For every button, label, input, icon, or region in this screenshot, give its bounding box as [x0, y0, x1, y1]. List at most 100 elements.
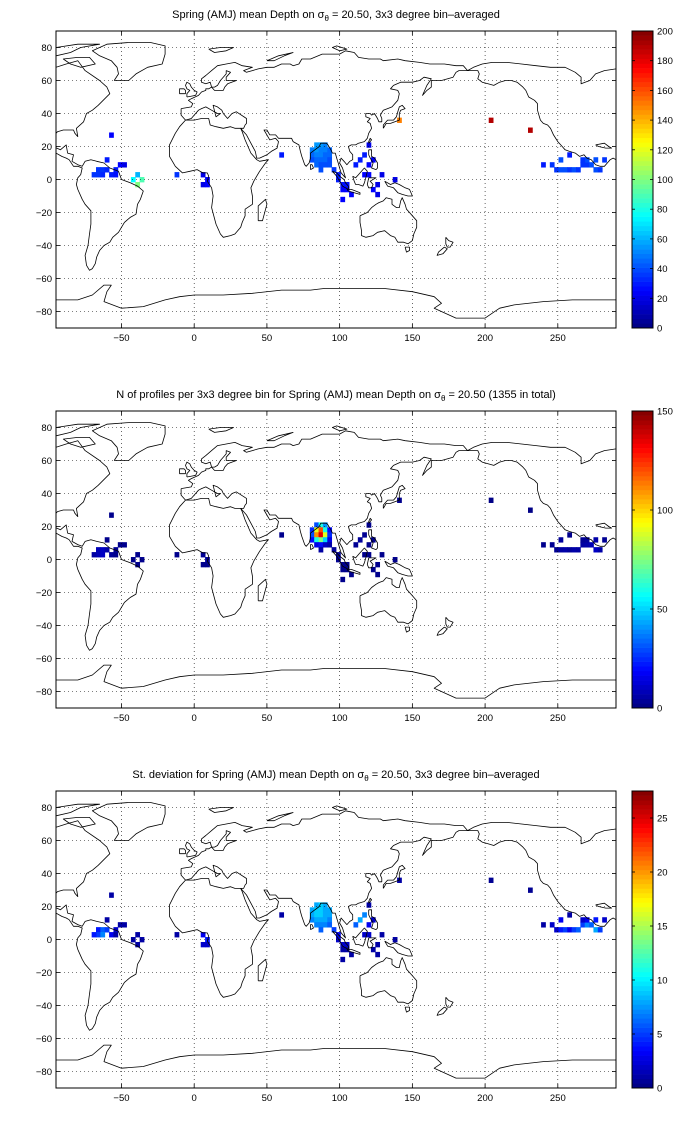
data-bin	[314, 157, 319, 163]
colorbar-step	[632, 434, 653, 440]
coastline	[368, 137, 372, 144]
data-bin	[135, 561, 141, 568]
coastline	[257, 578, 268, 602]
colorbar-step	[632, 545, 653, 551]
data-bin	[580, 542, 586, 548]
coastline	[56, 803, 100, 817]
colorbar-step	[632, 142, 653, 148]
data-bin	[558, 167, 564, 173]
colorbar-step	[632, 249, 653, 255]
colorbar-step	[632, 424, 653, 430]
data-bin	[322, 907, 328, 913]
colorbar-step	[632, 596, 653, 602]
colorbar-step	[632, 272, 653, 278]
data-bin	[96, 552, 101, 558]
coastline	[169, 878, 269, 998]
data-bin	[375, 181, 381, 188]
title-text-main: N of profiles per 3x3 degree bin for Spr…	[116, 389, 441, 401]
colorbar-tick-label: 0	[657, 704, 662, 715]
data-bin	[576, 547, 581, 553]
data-bin	[580, 162, 586, 168]
data-bin	[327, 922, 333, 928]
data-bin	[327, 532, 333, 538]
x-tick-label: 0	[192, 1093, 197, 1104]
colorbar-step	[632, 1023, 653, 1028]
colorbar-step	[632, 851, 653, 857]
plot-area	[56, 411, 616, 708]
colorbar-step	[632, 105, 653, 111]
data-bins	[91, 497, 607, 583]
coastline	[185, 461, 198, 478]
colorbar-step	[632, 587, 653, 593]
panel-title: St. deviation for Spring (AMJ) mean Dept…	[132, 769, 539, 783]
y-tick-label: 40	[41, 109, 52, 120]
data-bin	[318, 522, 324, 528]
y-tick-label: 40	[41, 869, 52, 880]
colorbar-step	[632, 137, 653, 143]
data-bin	[597, 547, 603, 553]
data-bin	[91, 552, 97, 558]
colorbar-step	[632, 513, 653, 519]
colorbar-tick-label: 200	[657, 27, 673, 38]
colorbar-frame	[631, 790, 654, 1089]
tick-labels: −50 0 50 100 150 200 250 −80 −60 −40 −20 0 20 40 60 80	[36, 803, 566, 1104]
data-bin	[104, 157, 110, 163]
data-bin	[314, 912, 319, 918]
coastlines	[56, 802, 616, 1079]
coastline	[352, 927, 368, 947]
colorbar-step	[632, 944, 653, 950]
title-subscript: θ	[324, 14, 329, 23]
colorbar-tick-label: 20	[657, 294, 668, 305]
colorbar-tick-label: 150	[657, 407, 673, 418]
data-bin	[580, 157, 586, 163]
data-bin	[322, 532, 328, 538]
data-bin	[309, 152, 315, 158]
colorbar-step	[632, 188, 653, 194]
x-tick-label: 200	[477, 713, 493, 724]
data-bin	[135, 552, 141, 558]
coastline	[211, 70, 237, 91]
coastline	[404, 626, 410, 633]
x-tick-label: −50	[113, 333, 129, 344]
data-bin	[567, 912, 573, 918]
colorbar-step	[632, 897, 653, 903]
colorbar-step	[632, 976, 653, 982]
coastline	[56, 820, 144, 1031]
data-bin	[314, 162, 319, 168]
data-bin	[349, 951, 354, 958]
y-tick-label: −80	[36, 307, 52, 318]
data-bin	[580, 537, 586, 543]
colorbar-step	[632, 263, 653, 268]
colorbar-step	[632, 448, 653, 454]
colorbar-step	[632, 475, 653, 481]
data-bin	[567, 927, 573, 933]
data-bin	[200, 552, 206, 558]
y-tick-label: 80	[41, 43, 52, 54]
data-bin	[331, 547, 337, 553]
data-bin	[349, 191, 354, 198]
colorbar-step	[632, 443, 653, 449]
data-bin	[318, 922, 324, 928]
data-bin	[200, 932, 206, 938]
y-tick-label: −40	[36, 1001, 52, 1012]
colorbar-step	[632, 615, 653, 621]
data-bin	[331, 927, 337, 933]
data-bin	[584, 157, 590, 163]
coastline	[382, 864, 406, 889]
colorbar-step	[632, 971, 653, 977]
coastline	[445, 997, 454, 1008]
colorbar-tick-label: 180	[657, 56, 673, 67]
data-bin	[322, 542, 328, 548]
data-bin	[104, 537, 110, 543]
coastline	[56, 284, 616, 319]
y-tick-label: −40	[36, 241, 52, 252]
data-bin	[567, 547, 573, 553]
colorbar-step	[632, 809, 653, 815]
coastline	[366, 557, 377, 569]
colorbar-step	[632, 638, 653, 644]
y-tick-label: −60	[36, 1034, 52, 1045]
data-bin	[96, 172, 101, 178]
colorbar-step	[632, 1009, 653, 1015]
x-tick-label: 250	[550, 1093, 566, 1104]
